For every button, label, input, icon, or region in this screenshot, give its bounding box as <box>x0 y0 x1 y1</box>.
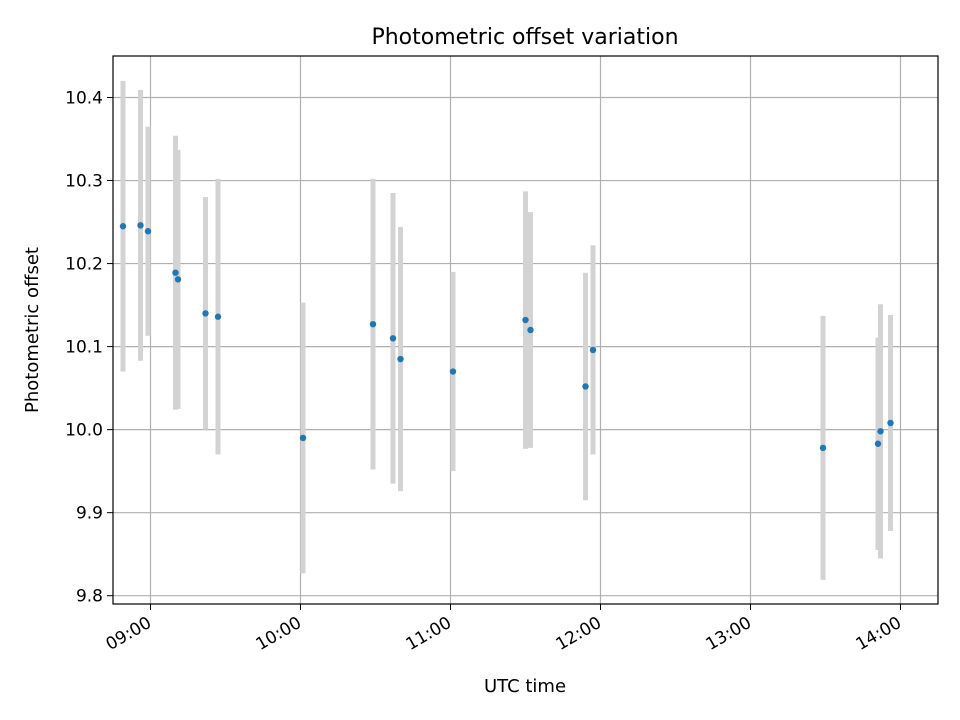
data-point <box>449 368 457 375</box>
y-tick-label: 10.3 <box>65 172 103 192</box>
data-point <box>877 428 884 435</box>
data-point <box>369 320 377 328</box>
data-point <box>172 269 179 276</box>
data-point <box>214 313 222 320</box>
x-tick-label: 10:00 <box>253 613 305 655</box>
y-tick-label: 9.9 <box>76 504 103 524</box>
data-point <box>299 434 307 442</box>
error-bars <box>120 80 893 580</box>
x-axis-label: UTC time <box>484 676 566 697</box>
x-tick-label: 13:00 <box>703 613 755 655</box>
chart-title: Photometric offset variation <box>371 25 678 50</box>
plot-frame <box>112 55 939 605</box>
data-point <box>202 310 209 317</box>
data-point <box>137 222 144 229</box>
x-axis-ticks: 09:00 10:00 11:00 12:00 13:00 14:00 <box>103 604 905 655</box>
y-tick-label: 10.2 <box>65 255 103 275</box>
data-point <box>874 440 882 447</box>
data-point <box>174 276 182 283</box>
y-tick-label: 10.0 <box>65 421 103 441</box>
data-point <box>819 444 827 452</box>
y-axis-label: Photometric offset <box>22 247 43 413</box>
y-axis-ticks: 9.8 9.9 10.0 10.1 10.2 10.3 10.4 <box>65 89 113 607</box>
data-point <box>119 223 127 230</box>
x-tick-label: 12:00 <box>553 613 605 655</box>
data-points <box>119 222 894 452</box>
data-point <box>144 227 152 235</box>
data-point <box>527 326 534 334</box>
x-tick-label: 09:00 <box>103 613 155 655</box>
data-point <box>589 346 597 354</box>
x-tick-label: 11:00 <box>403 613 455 655</box>
x-tick-label: 14:00 <box>853 613 905 655</box>
data-point <box>582 383 589 390</box>
y-tick-label: 10.1 <box>65 338 103 358</box>
y-tick-label: 9.8 <box>76 587 103 607</box>
data-point <box>389 335 397 342</box>
y-tick-label: 10.4 <box>65 89 103 109</box>
data-point <box>522 316 529 324</box>
data-point <box>397 355 404 363</box>
data-point <box>887 419 894 427</box>
